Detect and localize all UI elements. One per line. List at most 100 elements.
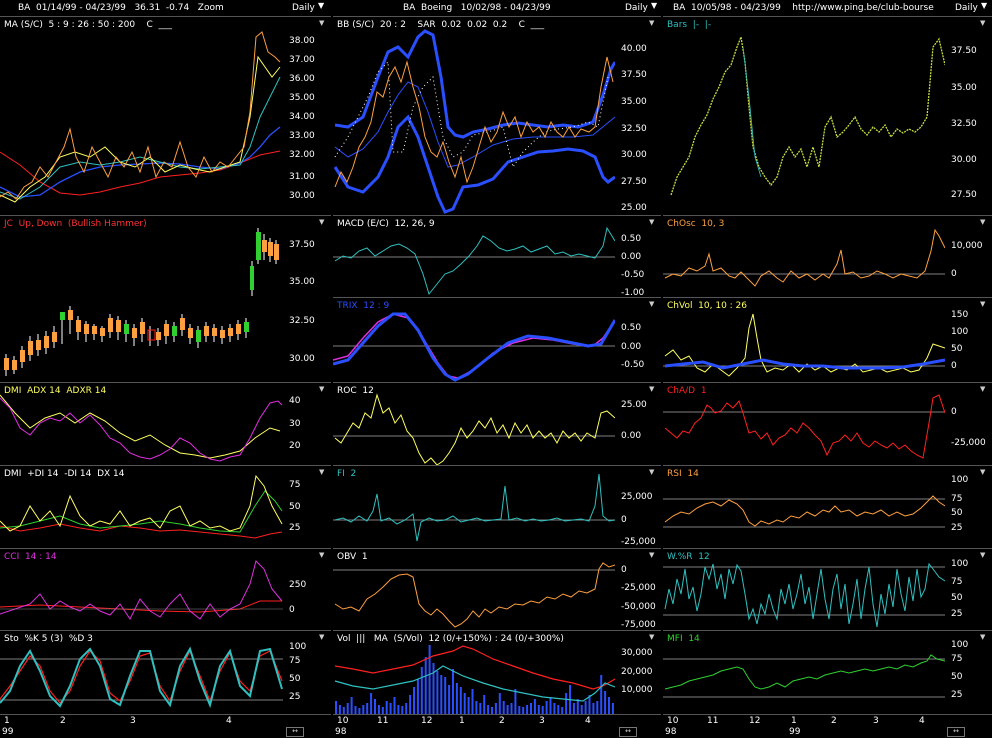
- panel-roc[interactable]: ROC 12 ▼ 25.00 0.00: [333, 382, 661, 466]
- panel-chvol[interactable]: ChVol 10, 10 : 26 ▼ 150 100 50 0: [663, 297, 992, 383]
- period-dropdown-arrow-icon[interactable]: ▼: [318, 1, 325, 10]
- panel-dmi-di[interactable]: DMI +DI 14 -DI 14 DX 14 ▼ 75 50 25: [0, 465, 331, 549]
- dmi-di-chart: [0, 474, 283, 539]
- panel-menu-arrow-icon[interactable]: ▼: [319, 19, 325, 27]
- volume-bar: [381, 707, 384, 715]
- volume-bar: [502, 701, 505, 715]
- chvol-axis: 150 100 50 0: [951, 310, 969, 371]
- jc-price-axis: 37.50 35.00 32.50 30.00: [289, 240, 315, 364]
- panel-bollinger[interactable]: BB (S/C) 20 : 2 SAR 0.02 0.02 0.2 C ___ …: [333, 16, 661, 216]
- volume-bar: [413, 687, 415, 715]
- obv-chart: [333, 562, 615, 628]
- volume-bar: [358, 708, 361, 715]
- volume-bar: [514, 689, 517, 715]
- panel-menu-arrow-icon[interactable]: ▼: [319, 551, 325, 559]
- indicator-label-chosc: ChOsc 10, 3: [667, 219, 725, 229]
- panel-menu-arrow-icon[interactable]: ▼: [649, 385, 655, 393]
- panel-cci[interactable]: CCI 14 : 14 ▼ 250 0: [0, 548, 331, 631]
- period-select[interactable]: Daily: [292, 3, 315, 13]
- column-1-header: BA 01/14/99 - 04/23/99 36.31 -0.74 Zoom …: [0, 0, 331, 16]
- panel-menu-arrow-icon[interactable]: ▼: [649, 468, 655, 476]
- panel-menu-arrow-icon[interactable]: ▼: [319, 633, 325, 641]
- panel-menu-arrow-icon[interactable]: ▼: [980, 633, 986, 641]
- volume-bar: [374, 699, 376, 715]
- scroll-arrows-icon[interactable]: ↔: [619, 727, 637, 737]
- panel-menu-arrow-icon[interactable]: ▼: [319, 385, 325, 393]
- volume-bar: [572, 703, 575, 715]
- panel-menu-arrow-icon[interactable]: ▼: [649, 19, 655, 27]
- volume-bar: [553, 703, 556, 715]
- panel-menu-arrow-icon[interactable]: ▼: [980, 468, 986, 476]
- panel-chad[interactable]: ChA/D 1 ▼ 0 -25,000: [663, 382, 992, 466]
- panel-chosc[interactable]: ChOsc 10, 3 ▼ 10,000 0: [663, 215, 992, 298]
- volume-bar: [611, 703, 614, 715]
- chosc-chart: [663, 228, 945, 287]
- indicator-label-cci: CCI 14 : 14: [4, 552, 57, 562]
- panel-menu-arrow-icon[interactable]: ▼: [649, 633, 655, 641]
- bars-price-axis: 37.50 35.00 32.50 30.00 27.50: [951, 46, 977, 200]
- panel-menu-arrow-icon[interactable]: ▼: [980, 551, 986, 559]
- volume-bar: [518, 706, 521, 715]
- panel-macd[interactable]: MACD (E/C) 12, 26, 9 ▼ 0.50 0.00 -0.50 -…: [333, 215, 661, 298]
- panel-menu-arrow-icon[interactable]: ▼: [980, 218, 986, 226]
- stochastic-axis: 100 75 50 25: [289, 642, 307, 702]
- indicator-label-wr: W.%R 12: [667, 552, 710, 562]
- panel-mfi[interactable]: MFI 14 ▼ 100 75 50 25: [663, 630, 992, 715]
- rsi-chart: [663, 495, 945, 528]
- indicator-label-sto: Sto %K 5 (3) %D 3: [4, 634, 93, 644]
- volume-bar: [405, 703, 408, 715]
- panel-williams-r[interactable]: W.%R 12 ▼ 100 75 50 25: [663, 548, 992, 631]
- indicator-label-rsi: RSI 14: [667, 469, 699, 479]
- panel-menu-arrow-icon[interactable]: ▼: [980, 19, 986, 27]
- volume-bar: [549, 697, 552, 715]
- dmi-di-axis: 75 50 25: [289, 480, 301, 533]
- period-select[interactable]: Daily: [955, 3, 978, 13]
- panel-menu-arrow-icon[interactable]: ▼: [980, 385, 986, 393]
- column-2-title: BA Boeing 10/02/98 - 04/23/99: [403, 3, 551, 13]
- panel-stochastic[interactable]: Sto %K 5 (3) %D 3 ▼ 100 75 50 25: [0, 630, 331, 715]
- panel-trix[interactable]: TRIX 12 : 9 ▼ 0.50 0.00 -0.50: [333, 297, 661, 383]
- panel-obv[interactable]: OBV 1 ▼ 0 -25,000 -50,000 -75,000: [333, 548, 661, 631]
- panel-rsi[interactable]: RSI 14 ▼ 100 75 50 25: [663, 465, 992, 549]
- panel-menu-arrow-icon[interactable]: ▼: [980, 300, 986, 308]
- dmi-adx-axis: 40 30 20: [289, 396, 301, 451]
- panel-menu-arrow-icon[interactable]: ▼: [649, 551, 655, 559]
- roc-axis: 25.00 0.00: [621, 400, 647, 441]
- volume-bar: [401, 706, 404, 715]
- volume-bar: [600, 675, 603, 715]
- dmi-adx-chart: [0, 394, 283, 462]
- volume-bar: [432, 663, 435, 715]
- column-2-main: BA Boeing 10/02/98 - 04/23/99 Daily ▼ BB…: [333, 0, 661, 738]
- period-dropdown-arrow-icon[interactable]: ▼: [981, 1, 988, 10]
- period-dropdown-arrow-icon[interactable]: ▼: [651, 1, 658, 10]
- panel-bars[interactable]: Bars |- |- ▼ 37.50 35.00 32.50 30.00 27.…: [663, 16, 992, 216]
- volume-bar: [592, 703, 595, 715]
- stochastic-chart: [0, 646, 283, 709]
- panel-menu-arrow-icon[interactable]: ▼: [649, 300, 655, 308]
- volume-bar: [530, 703, 532, 715]
- panel-ma[interactable]: MA (S/C) 5 : 9 : 26 : 50 : 200 C ___ ▼ 3…: [0, 16, 331, 216]
- volume-bar: [448, 685, 451, 715]
- volume-bar: [498, 693, 501, 715]
- volume-bar: [335, 701, 337, 715]
- volume-bar: [452, 669, 454, 715]
- volume-bar: [596, 701, 599, 715]
- volume-bar: [510, 703, 513, 715]
- panel-dmi-adx[interactable]: DMI ADX 14 ADXR 14 ▼ 40 30 20: [0, 382, 331, 466]
- indicator-label-bb: BB (S/C) 20 : 2 SAR 0.02 0.02 0.2 C ___: [337, 20, 545, 30]
- cci-chart: [0, 560, 283, 620]
- panel-menu-arrow-icon[interactable]: ▼: [649, 218, 655, 226]
- williams-r-axis: 100 75 50 25: [951, 559, 969, 619]
- indicator-label-dmi-adx: DMI ADX 14 ADXR 14: [4, 386, 107, 396]
- panel-fi[interactable]: FI 2 ▼ 25,000 0 -25,000: [333, 465, 661, 549]
- volume-bar: [491, 707, 493, 715]
- panel-volume[interactable]: Vol ||| MA (S/Vol) 12 (0/+150%) : 24 (0/…: [333, 630, 661, 715]
- panel-menu-arrow-icon[interactable]: ▼: [319, 468, 325, 476]
- panel-menu-arrow-icon[interactable]: ▼: [319, 218, 325, 226]
- mfi-chart: [663, 654, 945, 698]
- obv-axis: 0 -25,000 -50,000 -75,000: [621, 565, 656, 630]
- scroll-arrows-icon[interactable]: ↔: [286, 727, 304, 737]
- period-select[interactable]: Daily: [625, 3, 648, 13]
- panel-jc[interactable]: JC Up, Down (Bullish Hammer) ▼: [0, 215, 331, 383]
- scroll-arrows-icon[interactable]: ↔: [947, 727, 965, 737]
